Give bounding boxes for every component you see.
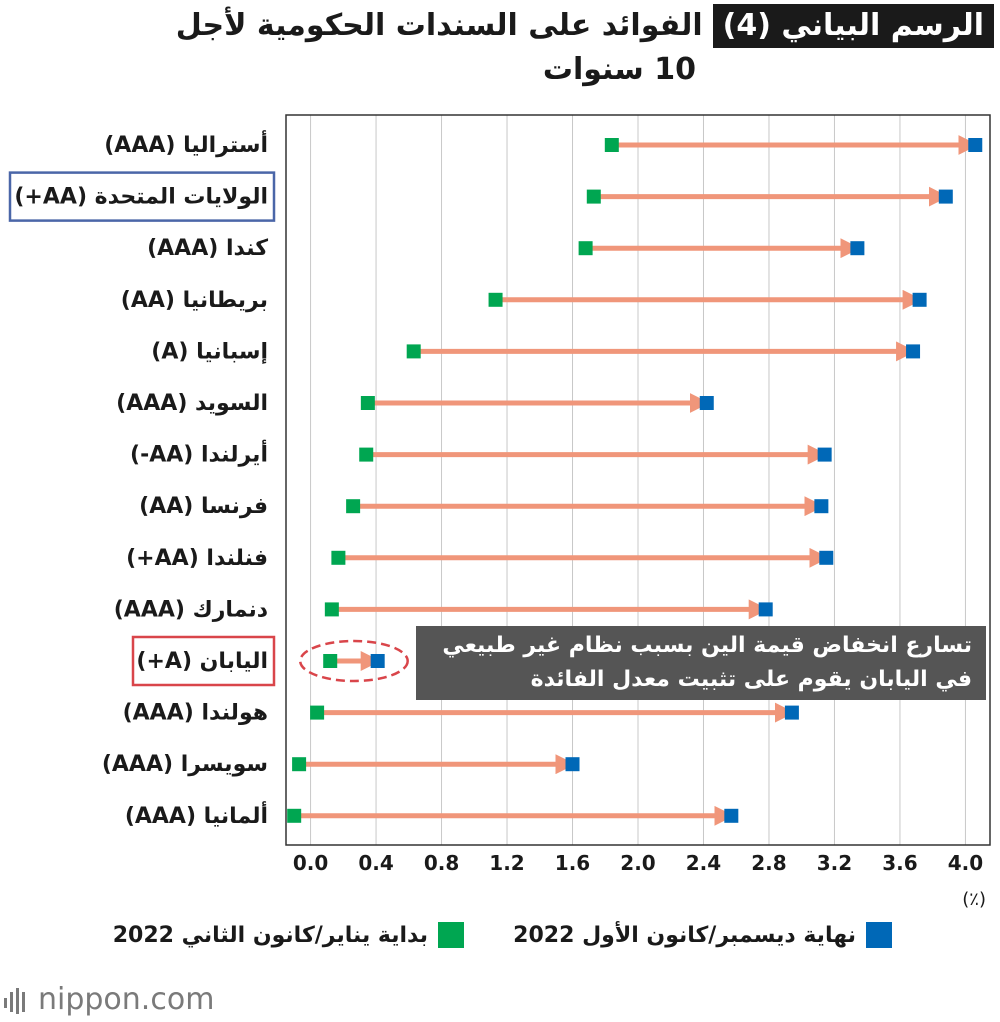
- start-point: [346, 499, 361, 514]
- country-label: ألمانيا (AAA): [125, 800, 268, 829]
- japan-callout: تسارع انخفاض قيمة الين بسبب نظام غير طبي…: [416, 626, 986, 700]
- us-highlight-box: [8, 171, 276, 222]
- x-tick-label: 3.2: [817, 851, 852, 875]
- start-point: [360, 396, 375, 410]
- country-label: فنلندا (AA+): [126, 546, 268, 571]
- japan-highlight-box: [131, 635, 276, 687]
- logo-text: nippon.com: [38, 982, 215, 1017]
- title-text: الفوائد على السندات الحكومية لأجل: [175, 8, 703, 43]
- end-point: [565, 757, 580, 772]
- end-point: [938, 189, 953, 204]
- x-tick-label: 2.0: [620, 851, 655, 875]
- start-point: [359, 447, 374, 462]
- legend-end: نهاية ديسمبر/كانون الأول 2022: [513, 922, 892, 948]
- figure-badge: الرسم البياني (4): [712, 4, 994, 48]
- start-point: [287, 808, 302, 823]
- end-point: [699, 396, 714, 410]
- country-label: اليابان (A+): [136, 649, 268, 674]
- start-point: [324, 602, 339, 617]
- plot-frame: [285, 114, 991, 846]
- start-point: [488, 292, 503, 307]
- chart-plot: 0.0 0.4 0.8 1.2 1.6 2.0 2.4 2.8 3.2 3.6 4.0 (٪) أستر…: [8, 114, 991, 910]
- x-tick-label: 0.0: [293, 851, 328, 875]
- country-label: الولايات المتحدة (AA+): [14, 185, 268, 210]
- end-point: [912, 292, 927, 307]
- country-label: أيرلندا (AA-): [130, 439, 268, 468]
- end-point: [850, 241, 865, 256]
- end-point: [817, 447, 832, 462]
- country-label: سويسرا (AAA): [102, 752, 268, 777]
- start-point: [310, 705, 325, 720]
- country-label: السويد (AAA): [116, 391, 268, 416]
- callout-line1: تسارع انخفاض قيمة الين بسبب نظام غير طبي…: [442, 633, 972, 658]
- x-tick-label: 2.8: [751, 851, 786, 875]
- x-tick-label: 4.0: [948, 851, 983, 875]
- end-point: [724, 808, 739, 823]
- country-label: فرنسا (AA): [139, 494, 268, 519]
- x-tick-label: 3.6: [882, 851, 917, 875]
- start-point: [331, 550, 346, 565]
- x-tick-label: 1.6: [555, 851, 590, 875]
- legend: نهاية ديسمبر/كانون الأول 2022 بداية يناي…: [0, 922, 1000, 962]
- title-line2: 10 سنوات: [542, 52, 696, 87]
- end-point: [819, 550, 834, 565]
- end-point: [370, 654, 385, 668]
- logo-bars-icon: [4, 987, 25, 1014]
- country-label: كندا (AAA): [147, 236, 268, 261]
- country-label: دنمارك (AAA): [114, 597, 268, 622]
- x-tick-label: 0.4: [358, 851, 393, 875]
- end-point: [968, 138, 983, 152]
- start-point: [292, 757, 307, 772]
- country-label: إسبانيا (A): [151, 339, 268, 364]
- chart-title: الرسم البياني (4) الفوائد على السندات الح…: [14, 4, 994, 92]
- nippon-logo: nippon.com: [4, 982, 214, 1017]
- start-point: [323, 654, 338, 668]
- legend-start-swatch: [438, 922, 464, 948]
- japan-dashed-ellipse: [298, 639, 409, 683]
- start-point: [604, 138, 619, 152]
- end-point: [758, 602, 773, 617]
- country-label: أستراليا (AAA): [104, 129, 268, 158]
- country-label: بريطانيا (AA): [121, 288, 268, 313]
- start-point: [578, 241, 593, 256]
- legend-start: بداية يناير/كانون الثاني 2022: [113, 922, 464, 948]
- x-tick-label: 0.8: [424, 851, 459, 875]
- legend-end-label: نهاية ديسمبر/كانون الأول 2022: [513, 922, 856, 948]
- end-point: [814, 499, 829, 514]
- legend-end-swatch: [866, 922, 892, 948]
- country-label: هولندا (AAA): [123, 701, 268, 726]
- x-tick-label: 2.4: [686, 851, 721, 875]
- start-point: [406, 344, 421, 359]
- unit-label: (٪): [962, 889, 986, 910]
- callout-line2: في اليابان يقوم على تثبيت معدل الفائدة: [530, 667, 972, 692]
- start-point: [586, 189, 601, 204]
- x-tick-label: 1.2: [489, 851, 524, 875]
- end-point: [906, 344, 921, 359]
- legend-start-label: بداية يناير/كانون الثاني 2022: [112, 922, 428, 948]
- end-point: [784, 705, 799, 720]
